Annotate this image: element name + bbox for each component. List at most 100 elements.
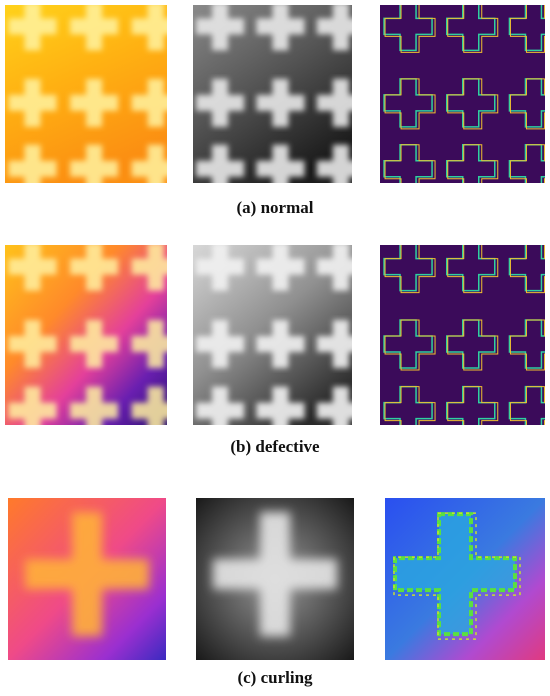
panel-content bbox=[380, 245, 545, 425]
cross-shape bbox=[256, 5, 305, 51]
panel-content bbox=[193, 5, 352, 183]
cross-shape bbox=[131, 5, 167, 51]
cross-shape bbox=[131, 245, 167, 291]
cross-edge bbox=[384, 245, 436, 294]
cross-shape bbox=[256, 78, 305, 127]
image-panel bbox=[5, 5, 167, 183]
cross-shape bbox=[316, 144, 352, 183]
cross-edge bbox=[393, 512, 517, 637]
cross-shape bbox=[196, 386, 245, 425]
cross-shape bbox=[8, 245, 57, 291]
caption: (c) curling bbox=[237, 668, 313, 687]
panel-content bbox=[385, 498, 545, 660]
cross-edge bbox=[384, 386, 436, 425]
image-panel bbox=[193, 5, 352, 183]
cross-edge bbox=[509, 319, 545, 371]
cross-edge bbox=[384, 78, 436, 130]
cross-edge bbox=[508, 144, 545, 183]
image-panel bbox=[193, 245, 352, 425]
image-panel bbox=[5, 245, 167, 425]
cross-edge bbox=[446, 245, 496, 292]
cross-edge bbox=[383, 5, 433, 52]
cross-edge bbox=[393, 512, 521, 640]
cross-edge bbox=[508, 78, 545, 128]
image-panel bbox=[196, 498, 354, 660]
panel-content bbox=[193, 245, 352, 425]
cross-fill bbox=[395, 514, 515, 635]
cross-shape bbox=[131, 78, 167, 127]
cross-edge bbox=[383, 78, 433, 128]
cross-edge bbox=[383, 319, 433, 369]
cross-shape bbox=[196, 245, 245, 291]
cross-shape bbox=[316, 5, 352, 51]
cross-shape bbox=[70, 386, 119, 425]
cross-edge bbox=[509, 245, 545, 294]
panel-content bbox=[5, 245, 167, 425]
cross-shape bbox=[316, 386, 352, 425]
cross-shape bbox=[25, 512, 149, 637]
cross-shape bbox=[196, 144, 245, 183]
cross-edge bbox=[447, 386, 499, 425]
cross-shape bbox=[131, 320, 167, 368]
cross-edge bbox=[384, 5, 436, 53]
cross-edge bbox=[508, 5, 545, 52]
cross-shape bbox=[256, 245, 305, 291]
cross-edge bbox=[383, 385, 433, 425]
cross-shape bbox=[8, 78, 57, 127]
cross-edge bbox=[383, 144, 433, 183]
cross-shape bbox=[8, 320, 57, 368]
cross-shape bbox=[70, 320, 119, 368]
cross-shape bbox=[256, 144, 305, 183]
cross-edge bbox=[446, 144, 496, 183]
cross-edge bbox=[447, 245, 499, 294]
cross-edge bbox=[447, 144, 499, 183]
cross-edge bbox=[509, 144, 545, 183]
cross-edge bbox=[508, 245, 545, 292]
cross-edge bbox=[508, 319, 545, 369]
caption: (a) normal bbox=[237, 198, 314, 217]
cross-edge bbox=[384, 319, 436, 371]
cross-shape bbox=[196, 320, 245, 368]
cross-edge bbox=[384, 144, 436, 183]
image-panel bbox=[385, 498, 545, 660]
cross-edge bbox=[446, 319, 496, 369]
cross-shape bbox=[213, 512, 337, 637]
cross-shape bbox=[131, 144, 167, 183]
cross-shape bbox=[70, 78, 119, 127]
cross-shape bbox=[131, 386, 167, 425]
cross-shape bbox=[196, 78, 245, 127]
cross-edge bbox=[446, 385, 496, 425]
panel-content bbox=[196, 498, 354, 660]
cross-shape bbox=[8, 144, 57, 183]
cross-edge bbox=[446, 5, 496, 52]
image-panel bbox=[380, 245, 545, 425]
cross-shape bbox=[70, 5, 119, 51]
cross-shape bbox=[256, 386, 305, 425]
cross-edge bbox=[446, 78, 496, 128]
panel-content bbox=[380, 5, 545, 183]
cross-shape bbox=[316, 245, 352, 291]
cross-shape bbox=[8, 5, 57, 51]
cross-shape bbox=[8, 386, 57, 425]
image-panel bbox=[8, 498, 166, 660]
cross-edge bbox=[447, 319, 499, 371]
cross-edge bbox=[447, 78, 499, 130]
cross-shape bbox=[196, 5, 245, 51]
cross-edge bbox=[447, 5, 499, 53]
cross-edge bbox=[383, 245, 433, 292]
cross-shape bbox=[256, 320, 305, 368]
cross-edge bbox=[509, 78, 545, 130]
cross-shape bbox=[70, 144, 119, 183]
caption: (b) defective bbox=[230, 437, 320, 456]
cross-shape bbox=[316, 320, 352, 368]
cross-shape bbox=[316, 78, 352, 127]
cross-edge bbox=[508, 385, 545, 425]
cross-edge bbox=[509, 5, 545, 53]
panel-content bbox=[8, 498, 166, 660]
cross-shape bbox=[70, 245, 119, 291]
panel-content bbox=[5, 5, 167, 183]
image-panel bbox=[380, 5, 545, 183]
cross-edge bbox=[509, 386, 545, 425]
